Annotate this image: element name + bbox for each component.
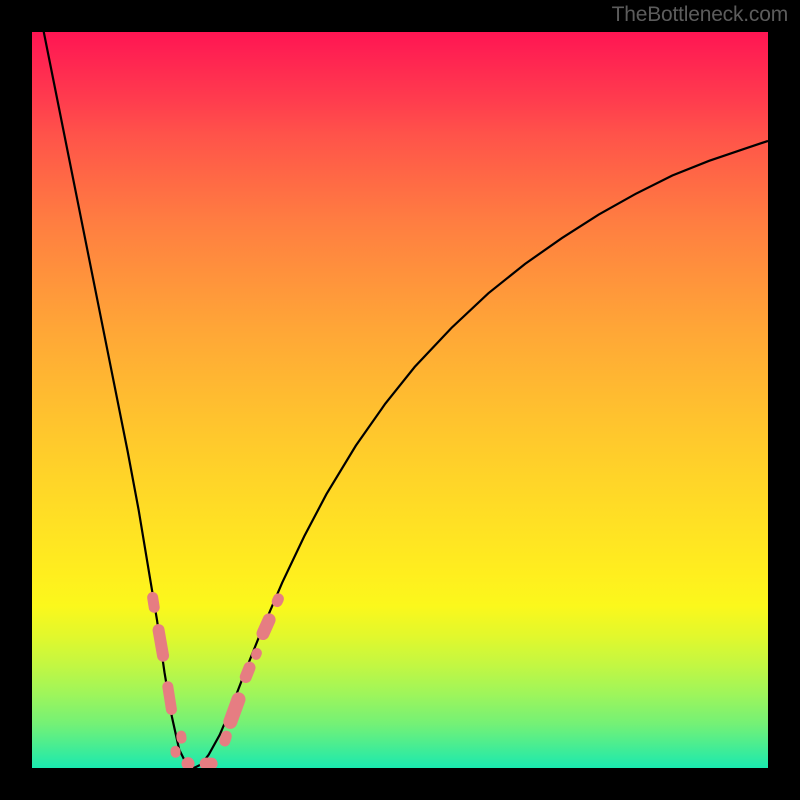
curve-marker — [250, 646, 264, 661]
curve-marker — [254, 611, 277, 642]
curve-marker — [162, 680, 178, 715]
curve-marker — [200, 758, 218, 768]
plot-area — [32, 32, 768, 768]
curve-marker — [152, 623, 170, 663]
bottleneck-curve — [39, 32, 768, 768]
curve-marker — [146, 591, 160, 613]
watermark-text: TheBottleneck.com — [612, 3, 788, 27]
curve-marker — [221, 690, 247, 730]
curve-layer — [32, 32, 768, 768]
